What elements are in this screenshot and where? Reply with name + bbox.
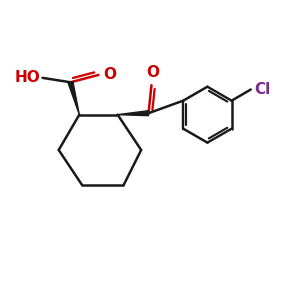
Text: O: O — [103, 68, 116, 82]
Polygon shape — [68, 82, 79, 115]
Text: O: O — [146, 65, 159, 80]
Text: Cl: Cl — [254, 82, 271, 97]
Polygon shape — [118, 111, 148, 116]
Text: HO: HO — [14, 70, 40, 86]
